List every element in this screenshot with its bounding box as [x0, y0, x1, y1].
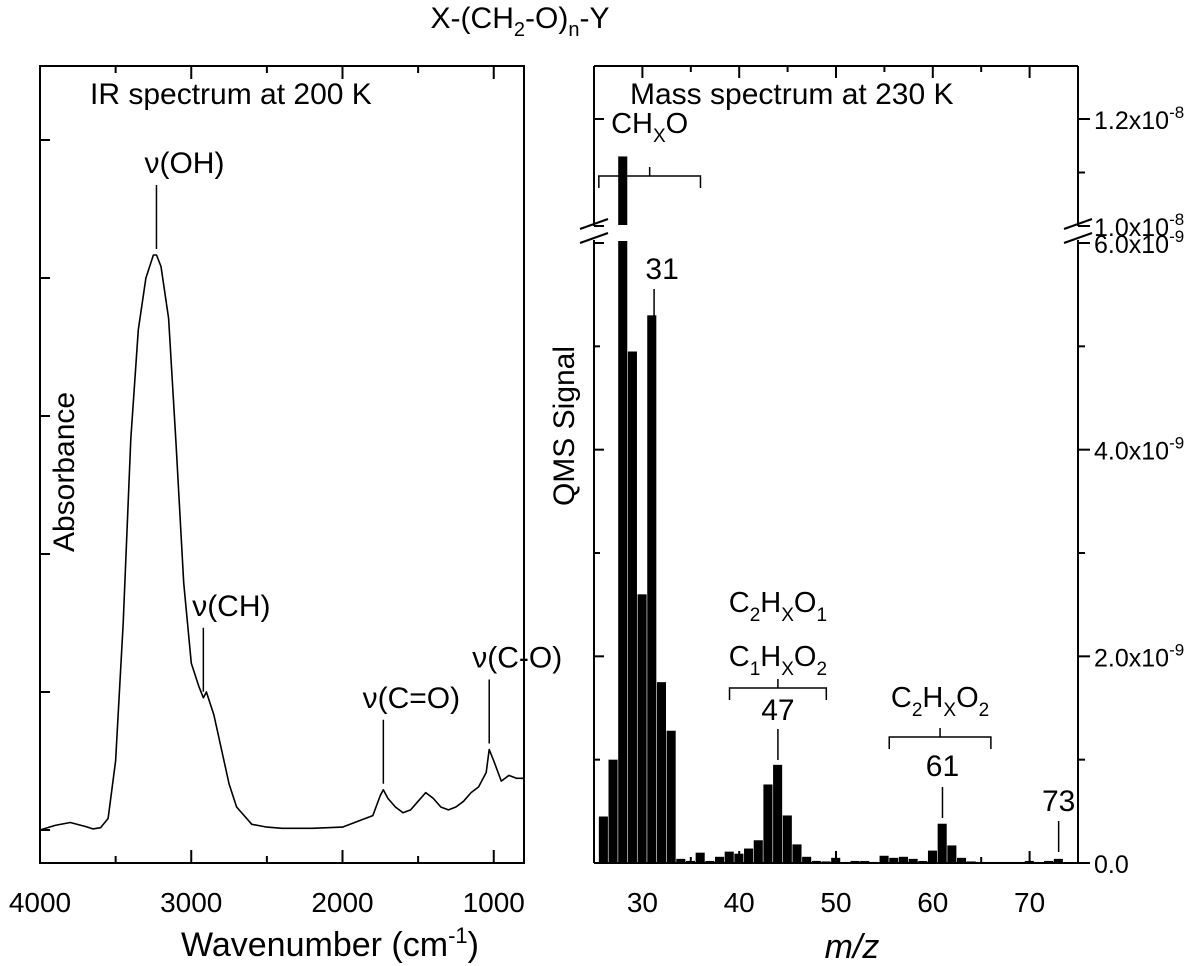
ir-peak-annotation: ν(CH)	[192, 590, 270, 623]
ms-bar	[850, 860, 860, 863]
ms-bar	[792, 844, 802, 863]
ms-x-tick-label: 30	[627, 887, 658, 918]
ir-peak-annotation: ν(C=O)	[363, 682, 461, 715]
ms-bar	[966, 861, 976, 863]
ms-y-tick-label: 4.0x10-9	[1094, 434, 1184, 466]
ir-spectrum-line	[39, 254, 524, 831]
ms-axis-break-mark	[1063, 232, 1093, 244]
ms-bar	[889, 857, 899, 863]
ms-bar	[598, 816, 608, 863]
ms-bar	[618, 156, 628, 225]
ms-bar	[976, 861, 986, 864]
mass-spectrum-panel: Mass spectrum at 230 K QMS Signal m/z 30…	[548, 65, 1184, 966]
ms-bar	[802, 856, 812, 863]
ms-peak-label: 73	[1042, 785, 1075, 818]
ms-bar	[937, 823, 947, 863]
ms-bar	[647, 315, 657, 863]
ms-peak-label: 61	[926, 750, 959, 783]
ms-y-tick-label: 1.0x10-8	[1094, 210, 1184, 242]
ms-bar	[744, 848, 754, 863]
ms-x-tick-label: 70	[1014, 887, 1045, 918]
ms-bar	[831, 857, 841, 863]
ms-bar	[666, 730, 676, 863]
ms-bar	[715, 856, 725, 863]
ms-group-bracket	[728, 679, 828, 700]
ms-bar	[1024, 860, 1034, 863]
ms-x-tick-label: 60	[917, 887, 948, 918]
ms-bar	[1034, 861, 1044, 864]
ir-y-axis-label: Absorbance	[48, 392, 81, 552]
ms-y-axis-label: QMS Signal	[548, 346, 581, 506]
ms-bar	[695, 852, 705, 863]
ms-bar	[763, 784, 773, 863]
ms-bar	[753, 840, 763, 863]
ms-bar	[637, 594, 647, 863]
ms-y-tick-label: 1.2x10-8	[1094, 103, 1184, 135]
ir-x-tick-label: 2000	[311, 887, 373, 918]
ms-bar	[898, 856, 908, 863]
ms-panel-title: Mass spectrum at 230 K	[630, 78, 953, 111]
ir-plot-frame	[39, 65, 525, 864]
ir-x-axis-label: Wavenumber (cm-1)	[181, 923, 479, 964]
ms-x-tick-label: 40	[724, 887, 755, 918]
ms-y-tick-label: 2.0x10-9	[1094, 640, 1184, 672]
ms-bar	[773, 764, 783, 863]
ms-bar	[627, 351, 637, 863]
ms-bar	[734, 853, 744, 863]
ms-peak-label: 47	[761, 694, 794, 727]
ms-bar-lower	[618, 241, 628, 863]
ms-group-formula: C2HXO1	[729, 587, 827, 626]
ir-x-tick-label: 1000	[463, 887, 525, 918]
ms-bar	[724, 851, 734, 863]
ms-bar	[947, 845, 957, 863]
ir-peak-annotation: ν(OH)	[144, 147, 224, 180]
ms-group-formula: C2HXO2	[891, 682, 989, 721]
ms-group-formula: CHXO	[611, 108, 688, 147]
ms-bar	[656, 682, 666, 863]
ms-axis-break-mark	[1063, 218, 1093, 230]
ms-bar	[685, 860, 696, 863]
ir-x-tick-label: 3000	[160, 887, 222, 918]
ms-bar	[840, 861, 850, 864]
ms-bar	[908, 858, 918, 863]
ms-peak-label: 31	[645, 253, 678, 286]
ir-spectrum-panel: IR spectrum at 200 K Absorbance Wavenumb…	[9, 65, 562, 964]
ms-bar	[1053, 858, 1063, 863]
ms-bar	[860, 860, 870, 863]
ms-bar	[705, 860, 715, 863]
ms-y-tick-label: 0.0	[1094, 851, 1129, 879]
ms-axis-break-mark	[579, 218, 609, 230]
ms-x-tick-label: 50	[820, 887, 851, 918]
ms-bar	[782, 815, 792, 863]
ms-bar	[957, 857, 967, 863]
ms-bar	[986, 861, 996, 864]
ms-bar	[821, 861, 831, 863]
ms-bar	[879, 855, 889, 863]
ms-axis-break-mark	[579, 232, 609, 244]
ms-bar	[608, 759, 618, 863]
ms-y-tick-label: 6.0x10-9	[1094, 227, 1184, 259]
ms-bar	[811, 860, 821, 863]
ms-bar	[1044, 860, 1054, 863]
ir-panel-title: IR spectrum at 200 K	[90, 78, 372, 111]
ms-bar	[1015, 861, 1025, 864]
ms-group-bracket	[888, 728, 992, 749]
ms-x-axis-label: m/z	[825, 928, 880, 966]
ms-group-bracket	[598, 167, 702, 188]
figure-title: X-(CH2-O)n-Y	[431, 2, 610, 41]
ms-group-formula: C1HXO2	[729, 641, 827, 680]
ms-bar	[869, 861, 879, 864]
ms-bar	[1005, 861, 1015, 864]
ir-peak-annotation: ν(C-O)	[472, 642, 562, 675]
ms-bar	[927, 850, 938, 863]
ms-bar	[676, 858, 686, 863]
ms-bar	[995, 861, 1005, 864]
ms-bar	[918, 860, 928, 863]
ir-x-tick-label: 4000	[9, 887, 71, 918]
